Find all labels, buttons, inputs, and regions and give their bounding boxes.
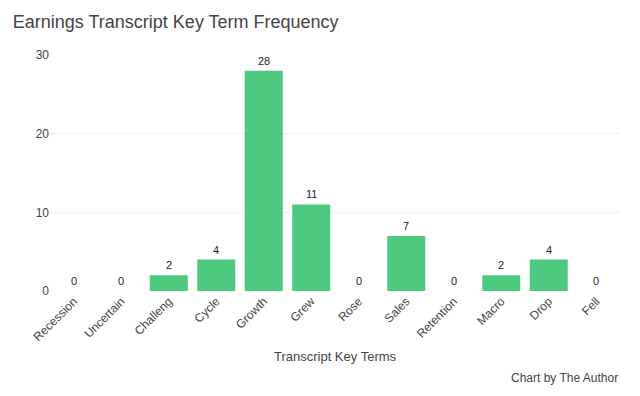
svg-text:0: 0 — [71, 275, 77, 287]
svg-text:10: 10 — [36, 206, 50, 220]
svg-text:0: 0 — [451, 275, 457, 287]
svg-text:0: 0 — [42, 284, 49, 298]
svg-text:Retention: Retention — [414, 294, 460, 340]
svg-text:Fell: Fell — [579, 294, 603, 318]
svg-text:Sales: Sales — [381, 294, 412, 325]
svg-text:Earnings Transcript Key Term F: Earnings Transcript Key Term Frequency — [13, 12, 339, 32]
svg-text:4: 4 — [546, 244, 552, 256]
svg-text:Growth: Growth — [233, 294, 270, 331]
svg-text:0: 0 — [356, 275, 362, 287]
svg-text:2: 2 — [498, 259, 504, 271]
svg-text:2: 2 — [166, 259, 172, 271]
svg-text:7: 7 — [403, 220, 409, 232]
svg-text:20: 20 — [36, 127, 50, 141]
svg-text:0: 0 — [118, 275, 124, 287]
svg-text:28: 28 — [258, 55, 270, 67]
svg-text:Challeng: Challeng — [132, 294, 175, 337]
svg-text:30: 30 — [36, 48, 50, 62]
svg-text:4: 4 — [213, 244, 219, 256]
svg-text:Uncertain: Uncertain — [81, 294, 127, 340]
svg-text:Macro: Macro — [474, 294, 508, 328]
svg-text:Grew: Grew — [287, 294, 317, 324]
svg-text:Cycle: Cycle — [191, 294, 222, 325]
svg-text:11: 11 — [306, 188, 317, 200]
svg-text:Recession: Recession — [31, 294, 81, 344]
svg-text:0: 0 — [593, 275, 599, 287]
svg-text:Transcript Key Terms: Transcript Key Terms — [274, 349, 397, 364]
svg-text:Rose: Rose — [335, 294, 365, 324]
svg-text:Chart by The Author: Chart by The Author — [511, 371, 618, 385]
svg-text:Drop: Drop — [527, 294, 556, 323]
